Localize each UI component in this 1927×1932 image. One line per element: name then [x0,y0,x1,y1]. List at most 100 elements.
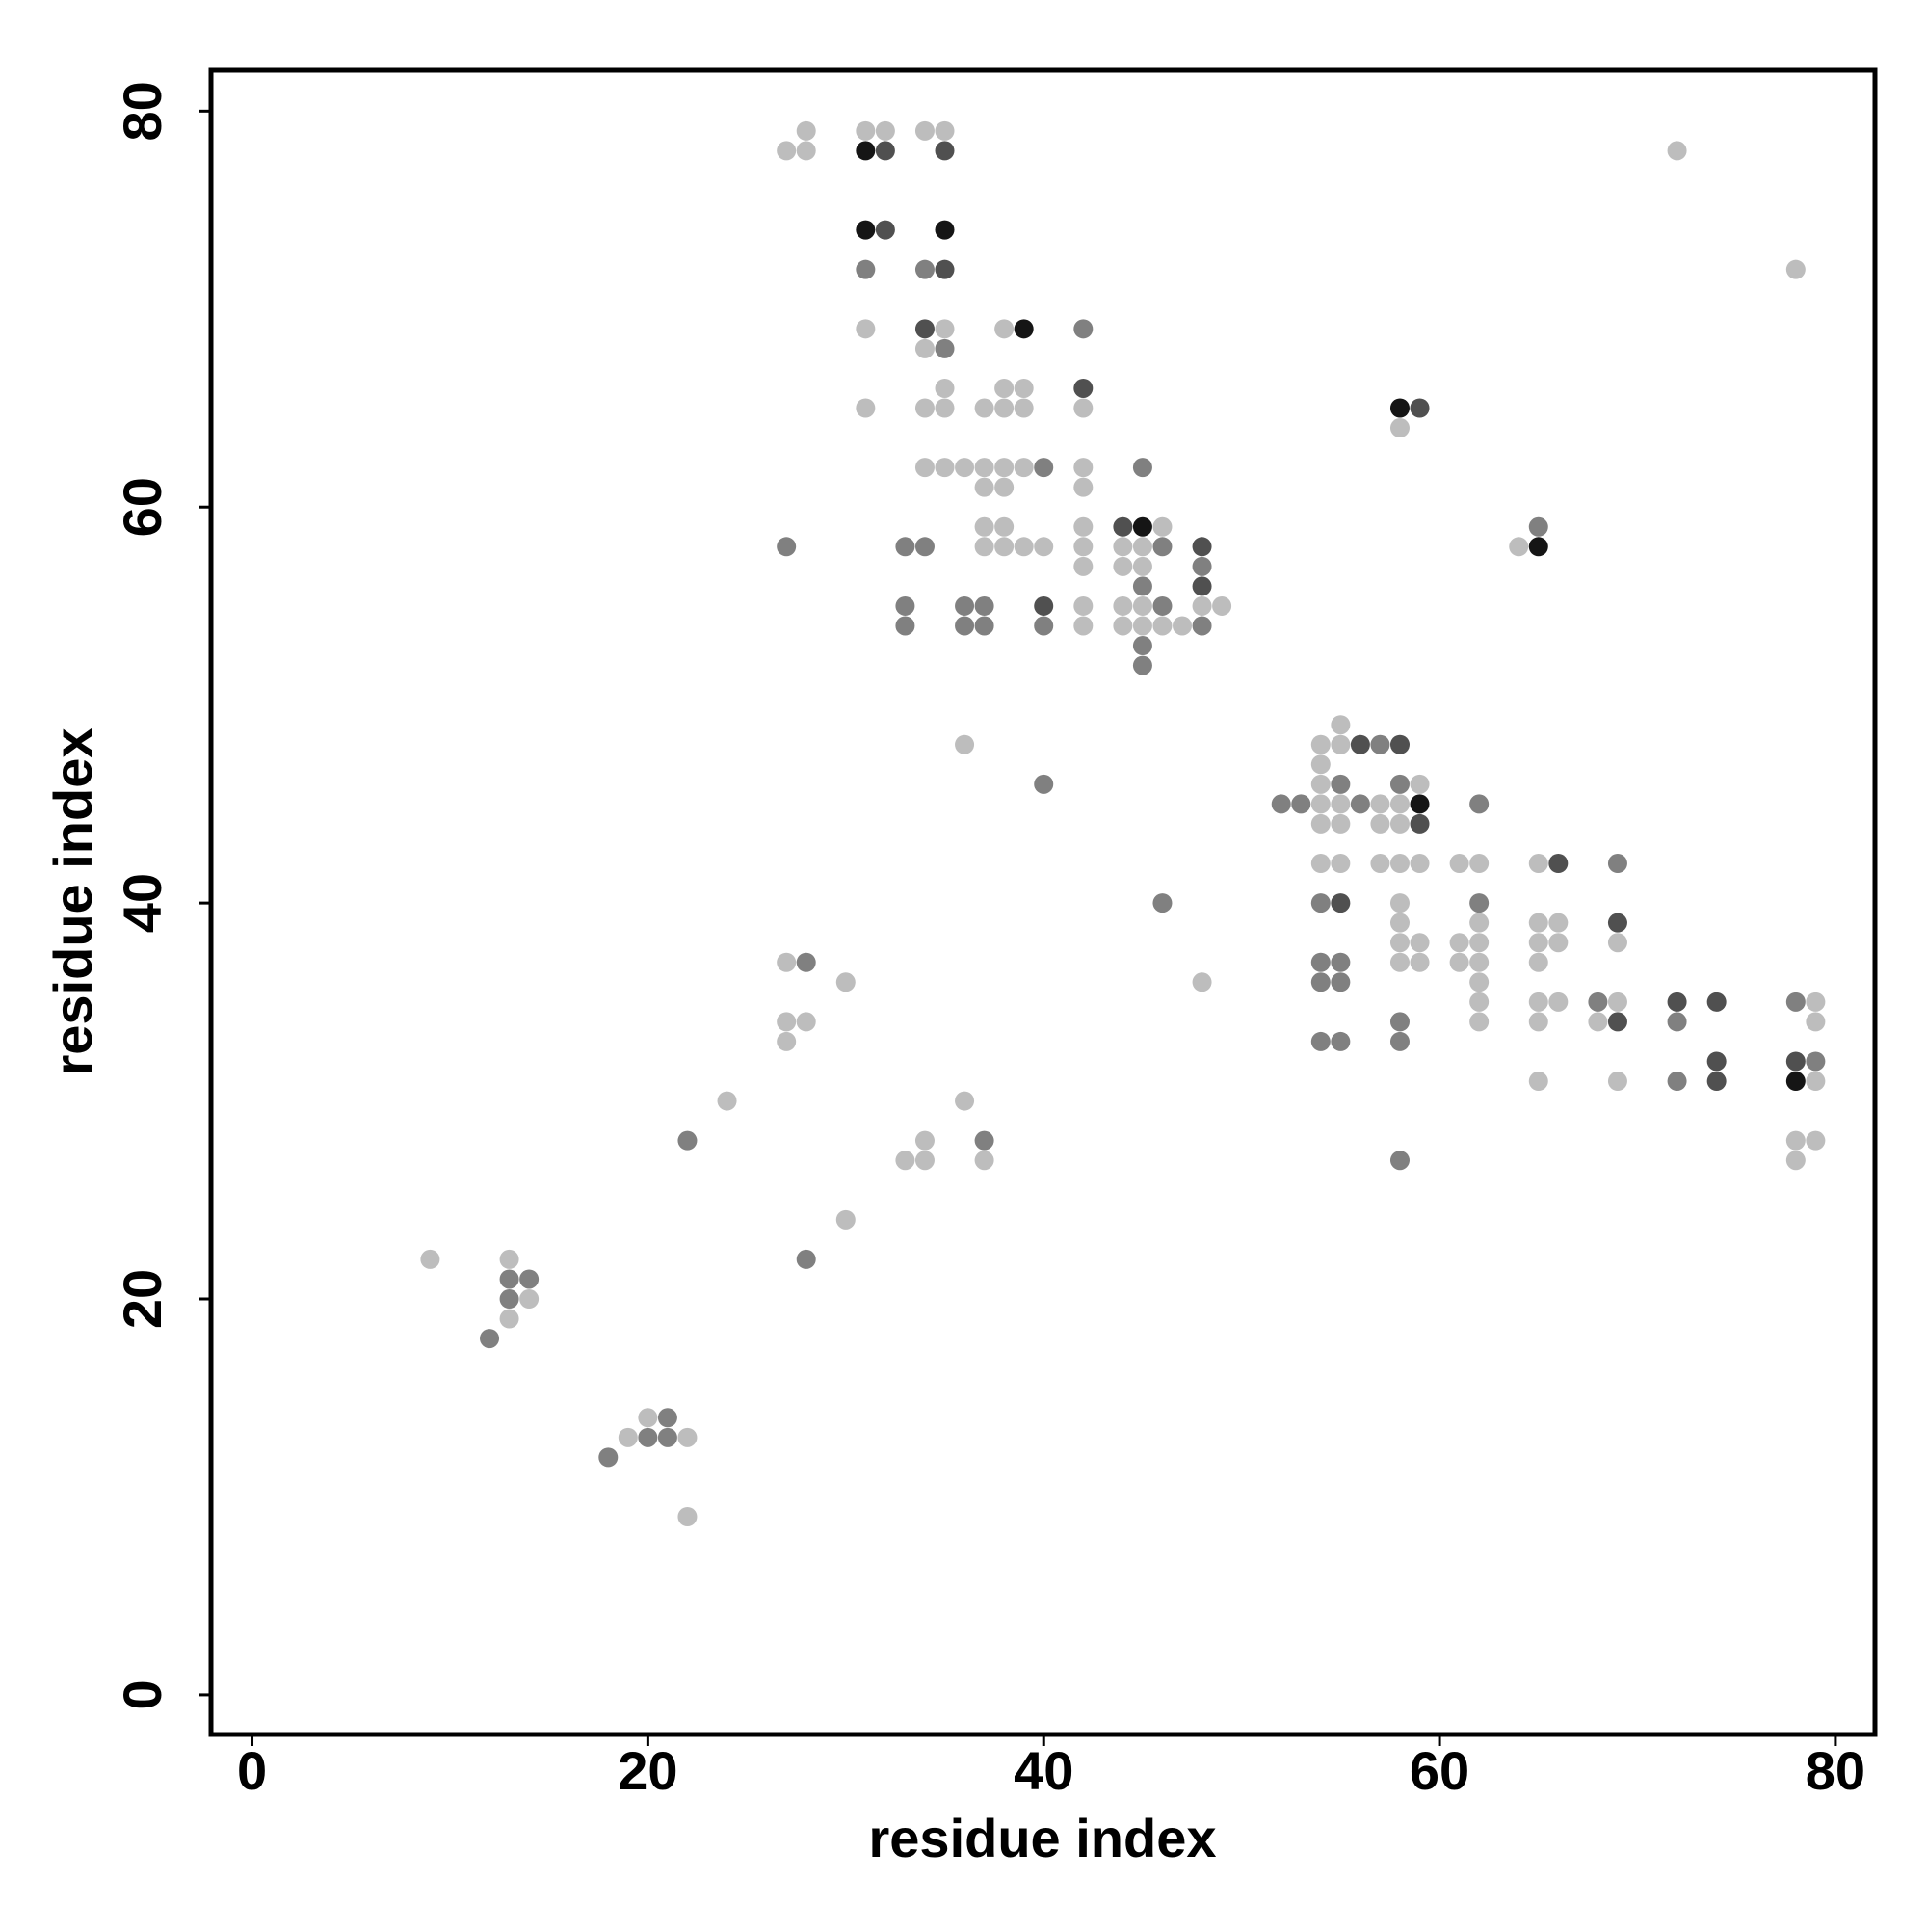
contact-point [914,338,935,358]
contact-point [1785,1151,1806,1171]
contact-point [1310,734,1331,754]
contact-point [974,398,994,418]
contact-point [777,537,797,557]
contact-point [1192,616,1212,636]
contact-point [1389,418,1410,438]
contact-point [1389,794,1410,814]
contact-point [1310,1031,1331,1051]
contact-point [1667,141,1687,161]
contact-point [519,1269,540,1289]
contact-point [835,1209,856,1230]
contact-point [1588,992,1608,1012]
x-tick-label: 0 [237,1740,267,1801]
contact-point [895,537,915,557]
contact-point [1449,933,1469,953]
contact-point [1331,952,1351,972]
contact-point [1389,1012,1410,1032]
contact-point [1073,516,1094,537]
contact-point [657,1427,677,1447]
contact-point [1785,259,1806,279]
y-tick-label: 0 [112,1680,172,1709]
contact-point [1073,378,1094,398]
contact-point [1528,516,1548,537]
contact-point [1548,933,1569,953]
contact-point [1469,933,1490,953]
contact-point [914,458,935,478]
contact-point [1192,972,1212,992]
contact-point [1331,774,1351,794]
contact-point [1291,794,1311,814]
contact-point [1073,595,1094,616]
contact-point [914,120,935,141]
contact-point [1389,774,1410,794]
contact-point [1410,398,1430,418]
contact-point [935,220,955,240]
contact-point [1706,1051,1727,1072]
contact-point [1389,893,1410,913]
contact-point [935,319,955,339]
plot-frame [208,67,1878,1737]
contact-point [420,1249,440,1269]
contact-point [914,259,935,279]
contact-point [1310,952,1331,972]
contact-point [955,458,975,478]
contact-point [1192,537,1212,557]
contact-point [1331,715,1351,735]
contact-point [480,1329,500,1349]
contact-point [796,1249,816,1269]
contact-point [895,616,915,636]
x-axis-label: residue index [868,1808,1216,1868]
contact-point [1667,1012,1687,1032]
contact-point [1152,595,1173,616]
contact-point [1310,854,1331,874]
contact-point [1469,794,1490,814]
contact-point [1034,616,1054,636]
contact-point [974,516,994,537]
contact-point [1310,893,1331,913]
contact-point [777,1031,797,1051]
contact-point [1132,595,1152,616]
contact-point [499,1309,519,1329]
contact-point [1192,556,1212,576]
contact-point [935,141,955,161]
contact-point [914,537,935,557]
contact-point [955,1091,975,1111]
contact-point [1073,319,1094,339]
contact-point [1073,616,1094,636]
contact-point [1410,952,1430,972]
contact-point [777,1012,797,1032]
contact-point [1469,952,1490,972]
contact-point [499,1289,519,1310]
contact-point [1014,458,1034,478]
contact-point [796,1012,816,1032]
contact-point [1449,952,1469,972]
contact-point [1785,1130,1806,1151]
contact-point [1806,992,1826,1012]
contact-point [994,477,1015,497]
contact-point [935,120,955,141]
contact-point [1469,854,1490,874]
contact-point [1073,458,1094,478]
contact-point [1132,576,1152,596]
contact-point [856,120,876,141]
contact-point [1310,754,1331,775]
contact-point [1806,1051,1826,1072]
contact-point [1548,992,1569,1012]
contact-point [1014,319,1034,339]
contact-point [1310,794,1331,814]
contact-point [1389,933,1410,953]
contact-point [1410,813,1430,834]
contact-point [994,458,1015,478]
contact-point [1370,794,1390,814]
contact-point [677,1507,698,1527]
contact-point [1528,1012,1548,1032]
contact-point [856,259,876,279]
contact-point [1073,537,1094,557]
contact-point [638,1427,658,1447]
contact-point [955,616,975,636]
contact-point [914,1130,935,1151]
contact-point [835,972,856,992]
contact-point [1113,516,1133,537]
